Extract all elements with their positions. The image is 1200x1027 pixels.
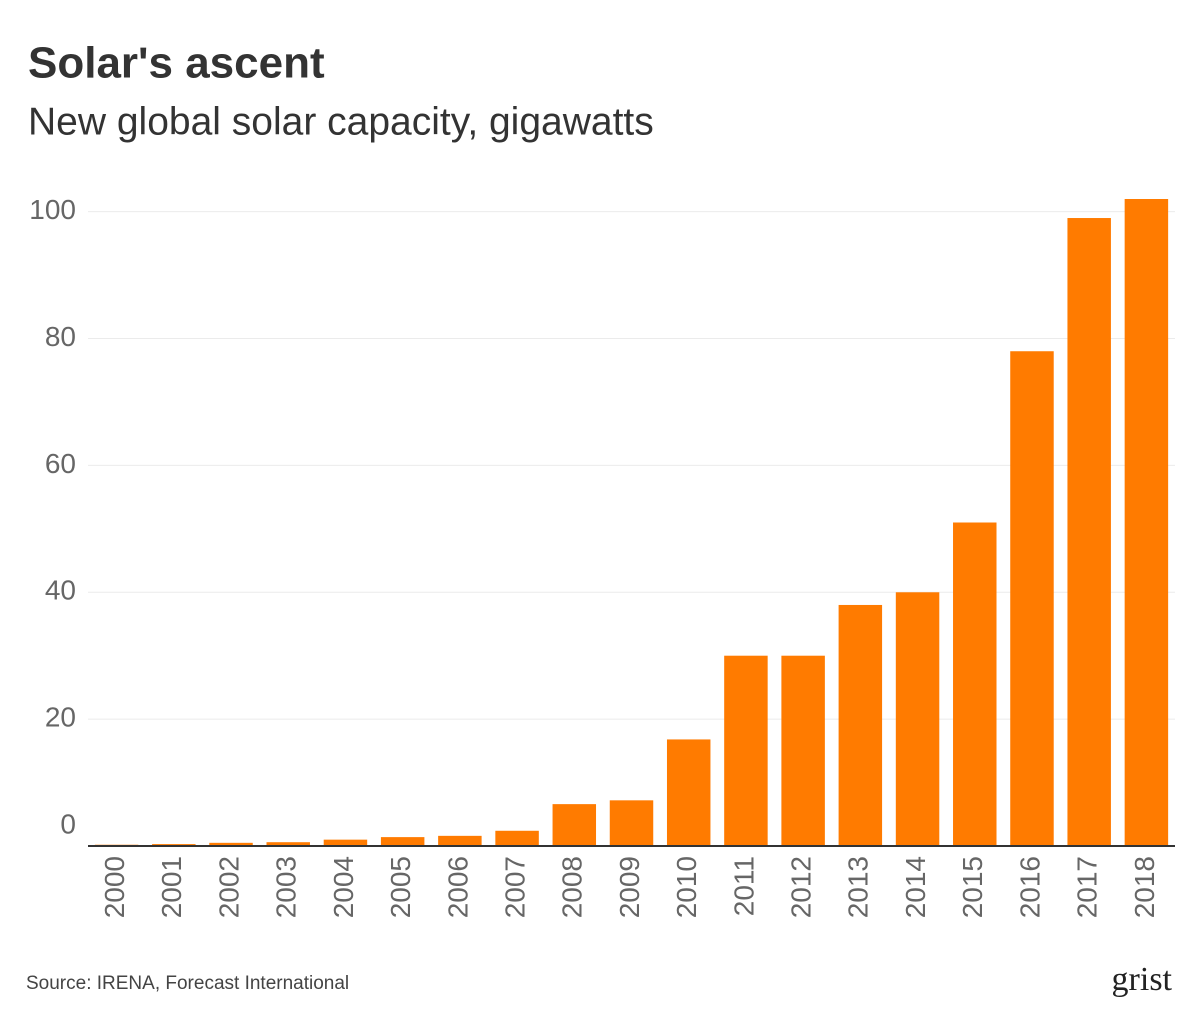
bar: [380, 837, 425, 846]
x-tick-label: 2002: [213, 856, 244, 918]
x-tick-label: 2017: [1072, 856, 1103, 918]
x-tick-label: 2011: [728, 856, 759, 916]
x-tick-label: 2005: [385, 856, 416, 918]
x-tick-label: 2008: [557, 856, 588, 918]
x-tick-label: 2015: [957, 856, 988, 918]
x-tick-label: 2018: [1129, 856, 1160, 918]
bar: [953, 522, 997, 846]
y-tick-label: 40: [45, 575, 76, 606]
bar: [1067, 218, 1111, 846]
bar: [495, 830, 539, 846]
bar: [609, 800, 654, 846]
bar: [1010, 351, 1054, 846]
source-note: Source: IRENA, Forecast International: [26, 973, 349, 994]
x-tick-label: 2014: [900, 856, 931, 918]
x-tick-label: 2006: [442, 856, 473, 918]
y-tick-label: 100: [29, 194, 76, 225]
x-tick-label: 2010: [671, 856, 702, 918]
x-tick-label: 2012: [786, 856, 817, 918]
x-tick-label: 2004: [328, 856, 359, 918]
x-tick-label: 2007: [499, 856, 530, 918]
y-tick-label: 20: [45, 702, 76, 733]
x-tick-label: 2001: [156, 856, 187, 918]
logo: grist: [1112, 961, 1173, 998]
x-tick-label: 2003: [271, 856, 302, 918]
bar: [209, 842, 253, 846]
bar: [552, 804, 597, 846]
bar: [1124, 199, 1169, 846]
bar: [895, 592, 940, 846]
x-tick-label: 2013: [843, 856, 874, 918]
chart-title: Solar's ascent: [28, 39, 325, 88]
bar: [724, 655, 768, 846]
x-tick-label: 2000: [99, 856, 130, 918]
y-tick-label: 80: [45, 321, 76, 352]
bar: [266, 842, 310, 846]
y-tick-label: 60: [45, 448, 76, 479]
x-tick-label: 2009: [614, 856, 645, 918]
chart-subtitle: New global solar capacity, gigawatts: [28, 100, 654, 143]
x-tick-label: 2016: [1014, 856, 1045, 918]
y-tick-label: 0: [60, 808, 76, 839]
bar: [838, 604, 883, 846]
bar: [666, 739, 711, 846]
bar: [438, 835, 482, 846]
bar: [323, 839, 368, 846]
bar: [781, 655, 825, 846]
